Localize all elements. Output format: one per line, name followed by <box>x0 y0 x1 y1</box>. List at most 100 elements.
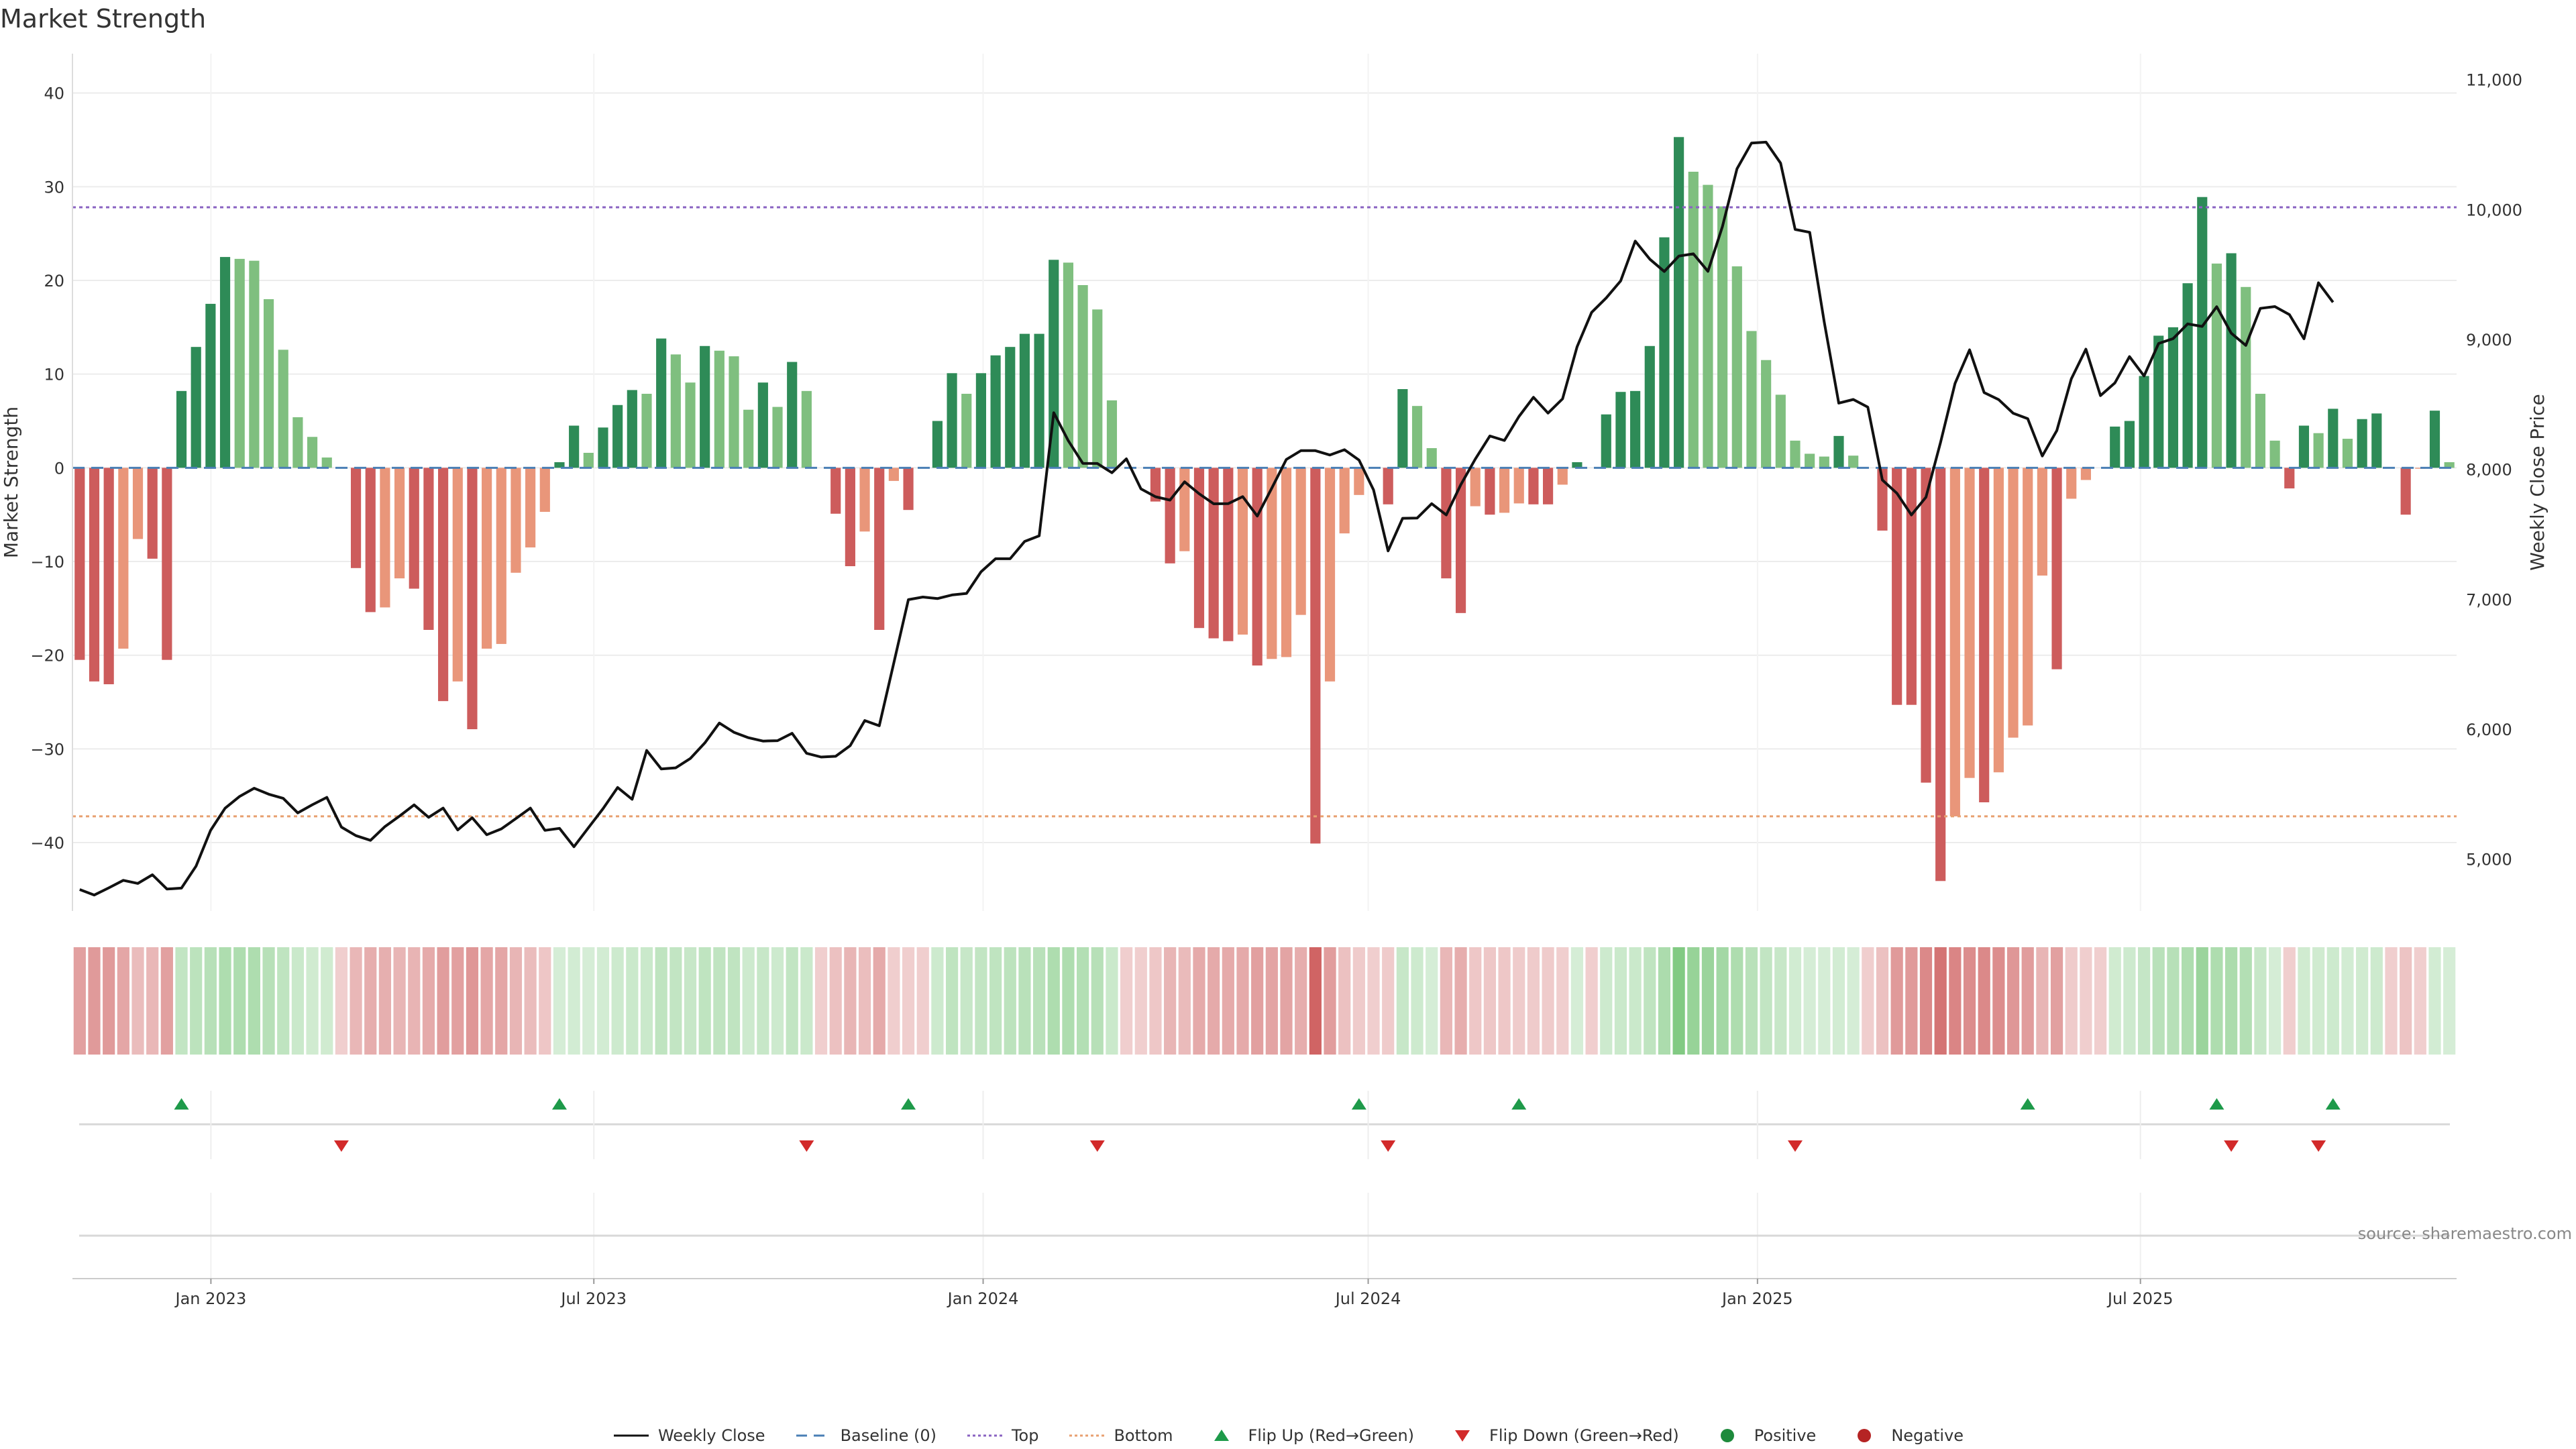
heatmap-cell <box>277 947 290 1055</box>
strength-bar <box>787 362 798 468</box>
heatmap-cell <box>1367 947 1380 1055</box>
heatmap-cell <box>2065 947 2078 1055</box>
heatmap-cell <box>1411 947 1424 1055</box>
strength-bar <box>2182 283 2193 468</box>
legend-item-positive: Positive <box>1709 1426 1817 1445</box>
y-tick-label: 30 <box>44 178 64 197</box>
heatmap-cell <box>960 947 973 1055</box>
strength-bar <box>1703 184 1713 468</box>
legend-label: Baseline (0) <box>840 1426 936 1445</box>
heatmap-cell <box>1803 947 1816 1055</box>
heatmap-cell <box>1716 947 1729 1055</box>
strength-bar <box>350 468 362 568</box>
strength-heatmap-strip <box>73 947 2456 1055</box>
heatmap-cell <box>2312 947 2325 1055</box>
heatmap-cell <box>1832 947 1845 1055</box>
strength-bar <box>700 345 710 468</box>
heatmap-cell <box>2341 947 2354 1055</box>
heatmap-cell <box>2428 947 2441 1055</box>
heatmap-cell <box>1687 947 1700 1055</box>
heatmap-cell <box>2225 947 2238 1055</box>
heatmap-cell <box>2167 947 2180 1055</box>
chart-title: Market Strength <box>0 4 207 34</box>
heatmap-cell <box>291 947 304 1055</box>
heatmap-cell <box>262 947 275 1055</box>
strength-bar <box>830 468 841 514</box>
heatmap-cell <box>378 947 392 1055</box>
strength-bar <box>496 468 506 644</box>
strength-bar <box>409 468 419 589</box>
heatmap-cell <box>248 947 260 1055</box>
strength-bar <box>2066 468 2077 499</box>
x-axis: Jan 2023 Jul 2023 Jan 2024 Jul 2024 Jan 2025… <box>72 1193 2457 1308</box>
strength-bar <box>1223 468 1234 641</box>
strength-bar <box>1979 468 1990 802</box>
strength-bar <box>1455 468 1466 613</box>
heatmap-cell <box>466 947 479 1055</box>
heatmap-cell <box>175 947 188 1055</box>
strength-bar <box>2328 409 2339 468</box>
heatmap-cell <box>800 947 813 1055</box>
strength-bar <box>482 468 492 649</box>
strength-bar <box>1252 468 1263 666</box>
heatmap-cell <box>713 947 726 1055</box>
strength-bar <box>1964 468 1975 778</box>
heatmap-cell <box>2108 947 2121 1055</box>
strength-bar <box>423 468 434 630</box>
legend-label: Positive <box>1754 1426 1817 1445</box>
heatmap-cell <box>1004 947 1016 1055</box>
strength-bar <box>554 462 565 468</box>
strength-bar <box>612 405 623 468</box>
strength-bar <box>2110 426 2121 468</box>
x-tick-label: Jan 2023 <box>174 1289 247 1308</box>
heatmap-cell <box>2370 947 2383 1055</box>
heatmap-cell <box>1178 947 1191 1055</box>
heatmap-cell <box>2094 947 2107 1055</box>
y-tick-label: −20 <box>30 647 64 665</box>
strength-bar <box>1063 262 1074 468</box>
heatmap-cell <box>1949 947 1962 1055</box>
heatmap-cell <box>931 947 944 1055</box>
heatmap-cell <box>1454 947 1467 1055</box>
strength-bar <box>1092 309 1103 468</box>
y-axis-title: Market Strength <box>0 407 22 558</box>
strength-bar <box>961 394 972 468</box>
axes: 40 30 20 10 0 −10 −20 −30 −40 11,000 10,000 9,000 8,… <box>0 54 2548 911</box>
heatmap-cell <box>2123 947 2136 1055</box>
flip-up-marker <box>901 1098 916 1110</box>
strength-bar <box>394 468 405 579</box>
heatmap-cell <box>1018 947 1031 1055</box>
heatmap-cell <box>582 947 595 1055</box>
heatmap-cell <box>1600 947 1613 1055</box>
strength-bar <box>365 468 376 612</box>
heatmap-cell <box>1208 947 1220 1055</box>
y-tick-label: −10 <box>30 553 64 572</box>
strength-bar <box>1572 462 1582 468</box>
heatmap-cell <box>669 947 682 1055</box>
heatmap-cell <box>1992 947 2005 1055</box>
heatmap-cell <box>1222 947 1234 1055</box>
strength-bar <box>2400 468 2411 515</box>
strength-bar <box>2313 433 2324 468</box>
heatmap-cell <box>698 947 711 1055</box>
strength-bar <box>1513 468 1524 504</box>
heatmap-cell <box>1324 947 1336 1055</box>
heatmap-cell <box>742 947 755 1055</box>
y2-tick-label: 8,000 <box>2466 461 2512 480</box>
heatmap-cell <box>2080 947 2092 1055</box>
grid-lines <box>72 54 2457 911</box>
strength-bar <box>1601 414 1611 468</box>
heatmap-cell <box>844 947 857 1055</box>
strength-bar <box>2139 376 2149 468</box>
heatmap-cell <box>1774 947 1787 1055</box>
strength-bar <box>1644 345 1655 468</box>
x-tick-label: Jan 2025 <box>1721 1289 1793 1308</box>
strength-bar <box>1906 468 1917 705</box>
strength-bar <box>1921 468 1931 783</box>
strength-bar <box>801 390 812 468</box>
heatmap-cell <box>364 947 377 1055</box>
heatmap-cell <box>321 947 333 1055</box>
heatmap-cell <box>73 947 86 1055</box>
y-tick-label: 20 <box>44 272 64 290</box>
strength-bar <box>1295 468 1306 615</box>
